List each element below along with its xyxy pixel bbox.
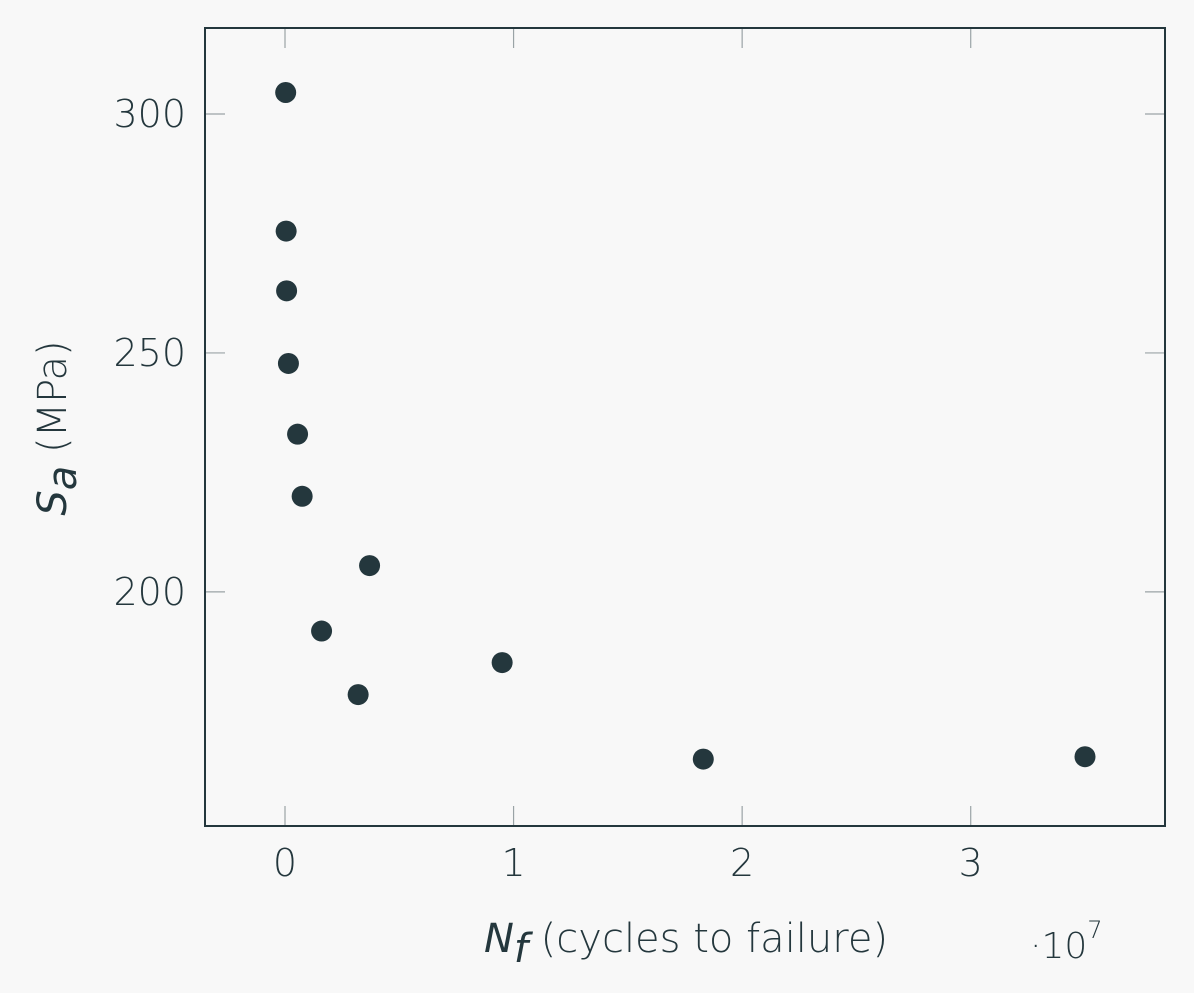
y-tick-labels: 200 250 300 [113,92,186,614]
data-point [277,352,299,374]
y-tick-label: 200 [113,570,186,614]
data-point [275,220,297,242]
data-point [276,280,298,302]
x-axis-multiplier-exponent: 7 [1087,916,1102,944]
data-point [291,485,313,507]
data-point [692,748,714,770]
x-axis-multiplier-base: ·10 [1030,926,1087,967]
x-axis-symbol: N [484,916,514,962]
plot-area-frame [204,27,1166,827]
data-point [1074,746,1096,768]
data-point [347,684,369,706]
data-points [275,82,1096,770]
y-tick-label: 250 [113,331,186,375]
x-tick-label: 1 [501,841,525,885]
x-axis-label: Nf (cycles to failure) [484,916,888,972]
x-tick-label: 3 [959,841,983,885]
data-point [359,555,381,577]
x-tick-label: 0 [273,841,297,885]
data-point [491,652,513,674]
x-tick-labels: 0 1 2 3 [273,841,983,885]
tick-marks [205,28,1165,826]
y-axis-label: Sa (MPa) [30,340,86,515]
data-point [275,82,297,104]
x-axis-multiplier: ·107 [1030,916,1103,967]
y-axis-subscript: a [40,466,86,491]
data-point [311,620,333,642]
y-axis-symbol: S [30,490,76,515]
x-tick-label: 2 [730,841,754,885]
y-axis-text: (MPa) [30,340,76,465]
data-point [287,423,309,445]
y-tick-label: 300 [113,92,186,136]
x-axis-text: (cycles to failure) [528,916,888,962]
